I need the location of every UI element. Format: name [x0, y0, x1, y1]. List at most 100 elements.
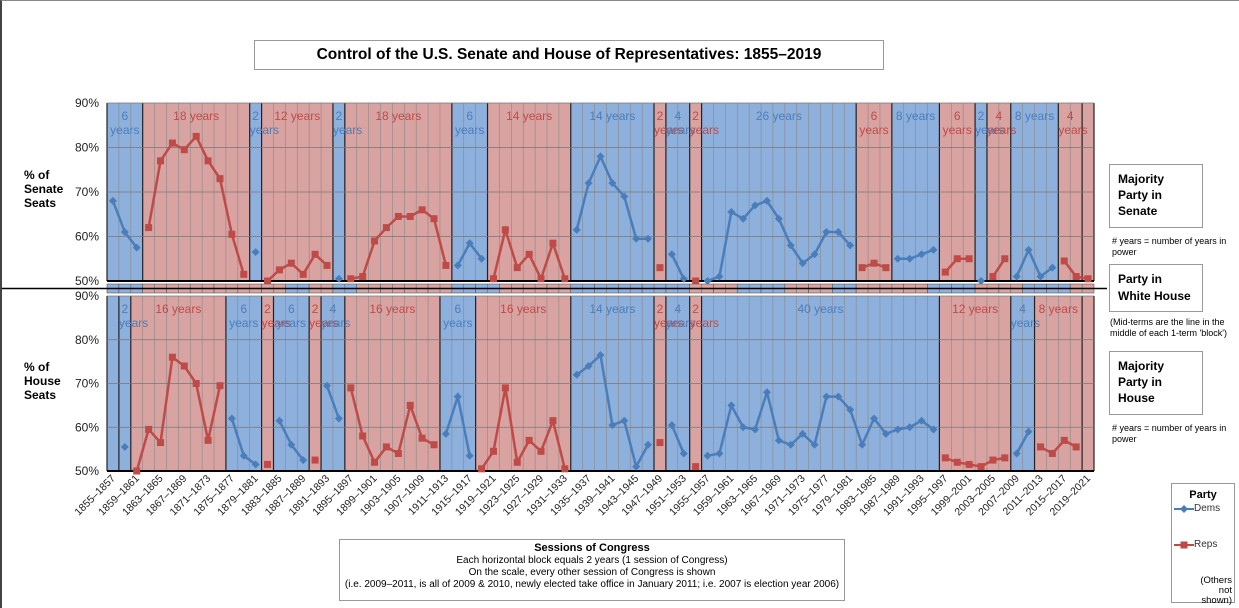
- point: [774, 214, 783, 223]
- point: [965, 460, 973, 468]
- y-tick-label: 70%: [75, 185, 99, 199]
- point: [418, 206, 426, 214]
- side-label: Majority Party in House: [1109, 351, 1203, 415]
- point: [299, 270, 307, 278]
- block-label: 6 years: [110, 109, 140, 137]
- point: [192, 380, 200, 387]
- point: [227, 414, 236, 423]
- point: [953, 458, 961, 466]
- block-label: 2 years: [309, 302, 338, 330]
- block-label: 14 years: [589, 302, 636, 316]
- block-label: 40 years: [797, 302, 844, 316]
- point: [727, 401, 736, 410]
- block-label: 16 years: [155, 302, 202, 316]
- point: [989, 273, 997, 281]
- point: [917, 250, 926, 259]
- point: [977, 277, 986, 285]
- point: [442, 261, 450, 269]
- point: [311, 250, 319, 258]
- point: [905, 254, 914, 263]
- point: [870, 259, 878, 267]
- point: [120, 442, 129, 451]
- point: [561, 465, 569, 473]
- y-tick-label: 50%: [75, 274, 99, 288]
- block-label: 8 years: [1014, 109, 1055, 123]
- point: [382, 224, 390, 232]
- point: [477, 254, 486, 263]
- point: [406, 212, 414, 220]
- point: [667, 250, 676, 259]
- point: [251, 248, 260, 257]
- legend-marker: [1180, 541, 1188, 549]
- point: [1001, 454, 1009, 462]
- block-label: 2 years: [690, 302, 719, 330]
- block-label: 4 years: [986, 109, 1017, 137]
- x-axis-note: On the scale, every other session of Con…: [468, 567, 716, 578]
- block-label: 2 years: [262, 302, 291, 330]
- point: [893, 425, 902, 434]
- legend-label: Dems: [1194, 503, 1221, 514]
- point: [322, 381, 331, 390]
- legend-label: Reps: [1194, 539, 1218, 550]
- point: [917, 416, 926, 425]
- point: [216, 175, 224, 183]
- point: [834, 392, 843, 401]
- point: [382, 443, 390, 451]
- y-axis-title: % of Senate Seats: [24, 168, 64, 210]
- legend-swatch: [1174, 505, 1194, 513]
- point: [656, 264, 664, 272]
- point: [1060, 257, 1068, 265]
- point: [572, 225, 581, 234]
- point: [656, 439, 664, 447]
- point: [251, 460, 260, 469]
- series-line: [1015, 246, 1054, 279]
- point: [513, 458, 521, 466]
- point: [1048, 450, 1056, 457]
- point: [453, 261, 462, 270]
- y-tick-label: 90%: [75, 96, 99, 110]
- point: [157, 439, 165, 447]
- point: [478, 465, 486, 473]
- block-label: 4 years: [1010, 302, 1041, 330]
- point: [1048, 263, 1057, 272]
- y-tick-label: 70%: [75, 377, 99, 391]
- legend: Party Dems Reps (Others not shown): [1171, 483, 1235, 606]
- block-label: 12 years: [952, 302, 999, 316]
- block-label: 8 years: [895, 109, 936, 123]
- point: [584, 362, 593, 370]
- point: [465, 451, 474, 460]
- point: [1036, 272, 1045, 281]
- block-label: 6 years: [942, 109, 972, 137]
- point: [264, 277, 272, 285]
- point: [739, 423, 748, 432]
- point: [537, 275, 545, 283]
- point: [489, 275, 497, 283]
- point: [157, 157, 165, 165]
- block-label: 6 years: [859, 109, 889, 137]
- point: [145, 224, 153, 232]
- point: [180, 146, 188, 154]
- point: [608, 421, 617, 430]
- point: [584, 179, 593, 188]
- point: [715, 272, 724, 281]
- legend-marker: [1180, 505, 1188, 513]
- point: [692, 463, 700, 471]
- point: [751, 201, 760, 210]
- point: [679, 449, 688, 458]
- block-label: 16 years: [500, 302, 547, 316]
- point: [204, 436, 212, 444]
- point: [786, 241, 795, 250]
- series-line: [670, 424, 685, 454]
- block-label: 4 years: [1058, 109, 1088, 137]
- point: [359, 432, 367, 440]
- point: [180, 362, 188, 370]
- block-label: 2 years: [654, 302, 683, 330]
- point: [620, 192, 629, 201]
- point: [846, 241, 855, 250]
- point: [549, 417, 557, 425]
- point: [596, 351, 605, 360]
- point: [715, 449, 724, 458]
- point: [347, 384, 355, 392]
- point: [561, 275, 569, 283]
